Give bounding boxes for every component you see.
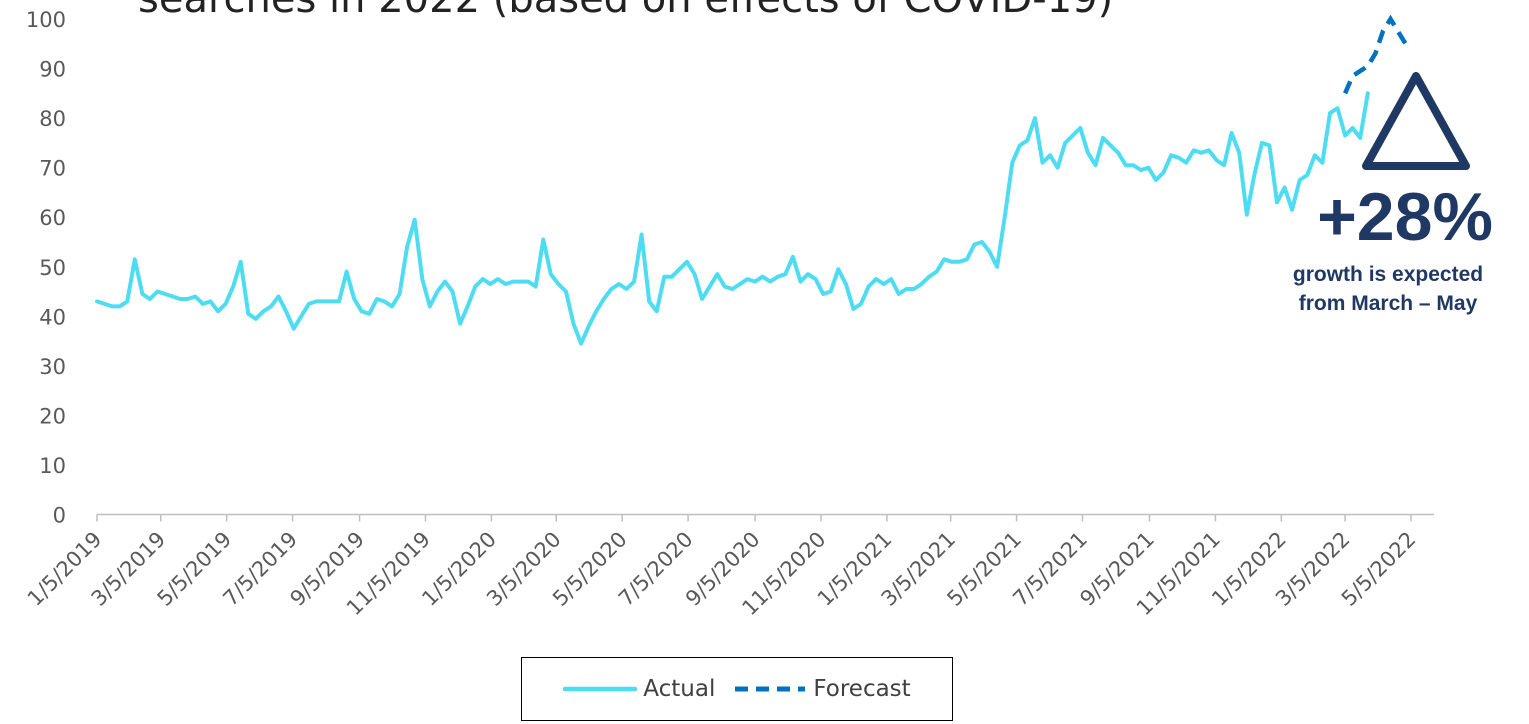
legend-swatch-forecast [735,686,806,692]
y-tick-label: 80 [39,107,66,131]
legend-item-actual: Actual [563,676,715,702]
chart-legend: Actual Forecast [521,657,953,721]
legend-item-forecast: Forecast [733,676,911,702]
y-tick-label: 100 [26,8,66,32]
growth-description-line-2: from March – May [1298,292,1478,315]
delta-triangle-icon [1362,72,1470,170]
y-tick-label: 40 [39,305,66,329]
y-tick-label: 70 [39,157,66,181]
growth-percentage: +28% [1317,179,1493,255]
chart-title: searches in 2022 (based on effects of CO… [138,0,1113,22]
y-tick-label: 0 [53,504,66,528]
legend-label-actual: Actual [643,676,716,702]
x-axis-ticks: 1/5/20193/5/20195/5/20197/5/20199/5/2019… [23,514,1421,620]
y-tick-label: 60 [39,206,66,230]
series-line-actual [95,91,1370,346]
y-tick-label: 30 [39,355,66,379]
legend-swatch-actual [563,686,638,692]
y-tick-label: 20 [39,404,66,428]
chart-title-clip: searches in 2022 (based on effects of CO… [0,0,1529,36]
y-tick-label: 50 [39,256,66,280]
series-line-forecast [1343,14,1408,95]
legend-label-forecast: Forecast [813,676,911,702]
y-tick-label: 90 [39,58,66,82]
growth-description: growth is expected from March – May [1248,260,1528,318]
growth-description-line-1: growth is expected [1292,263,1484,286]
y-axis-ticks: 0 10 20 30 40 50 60 70 80 90 100 [26,8,66,528]
y-tick-label: 10 [39,454,66,478]
